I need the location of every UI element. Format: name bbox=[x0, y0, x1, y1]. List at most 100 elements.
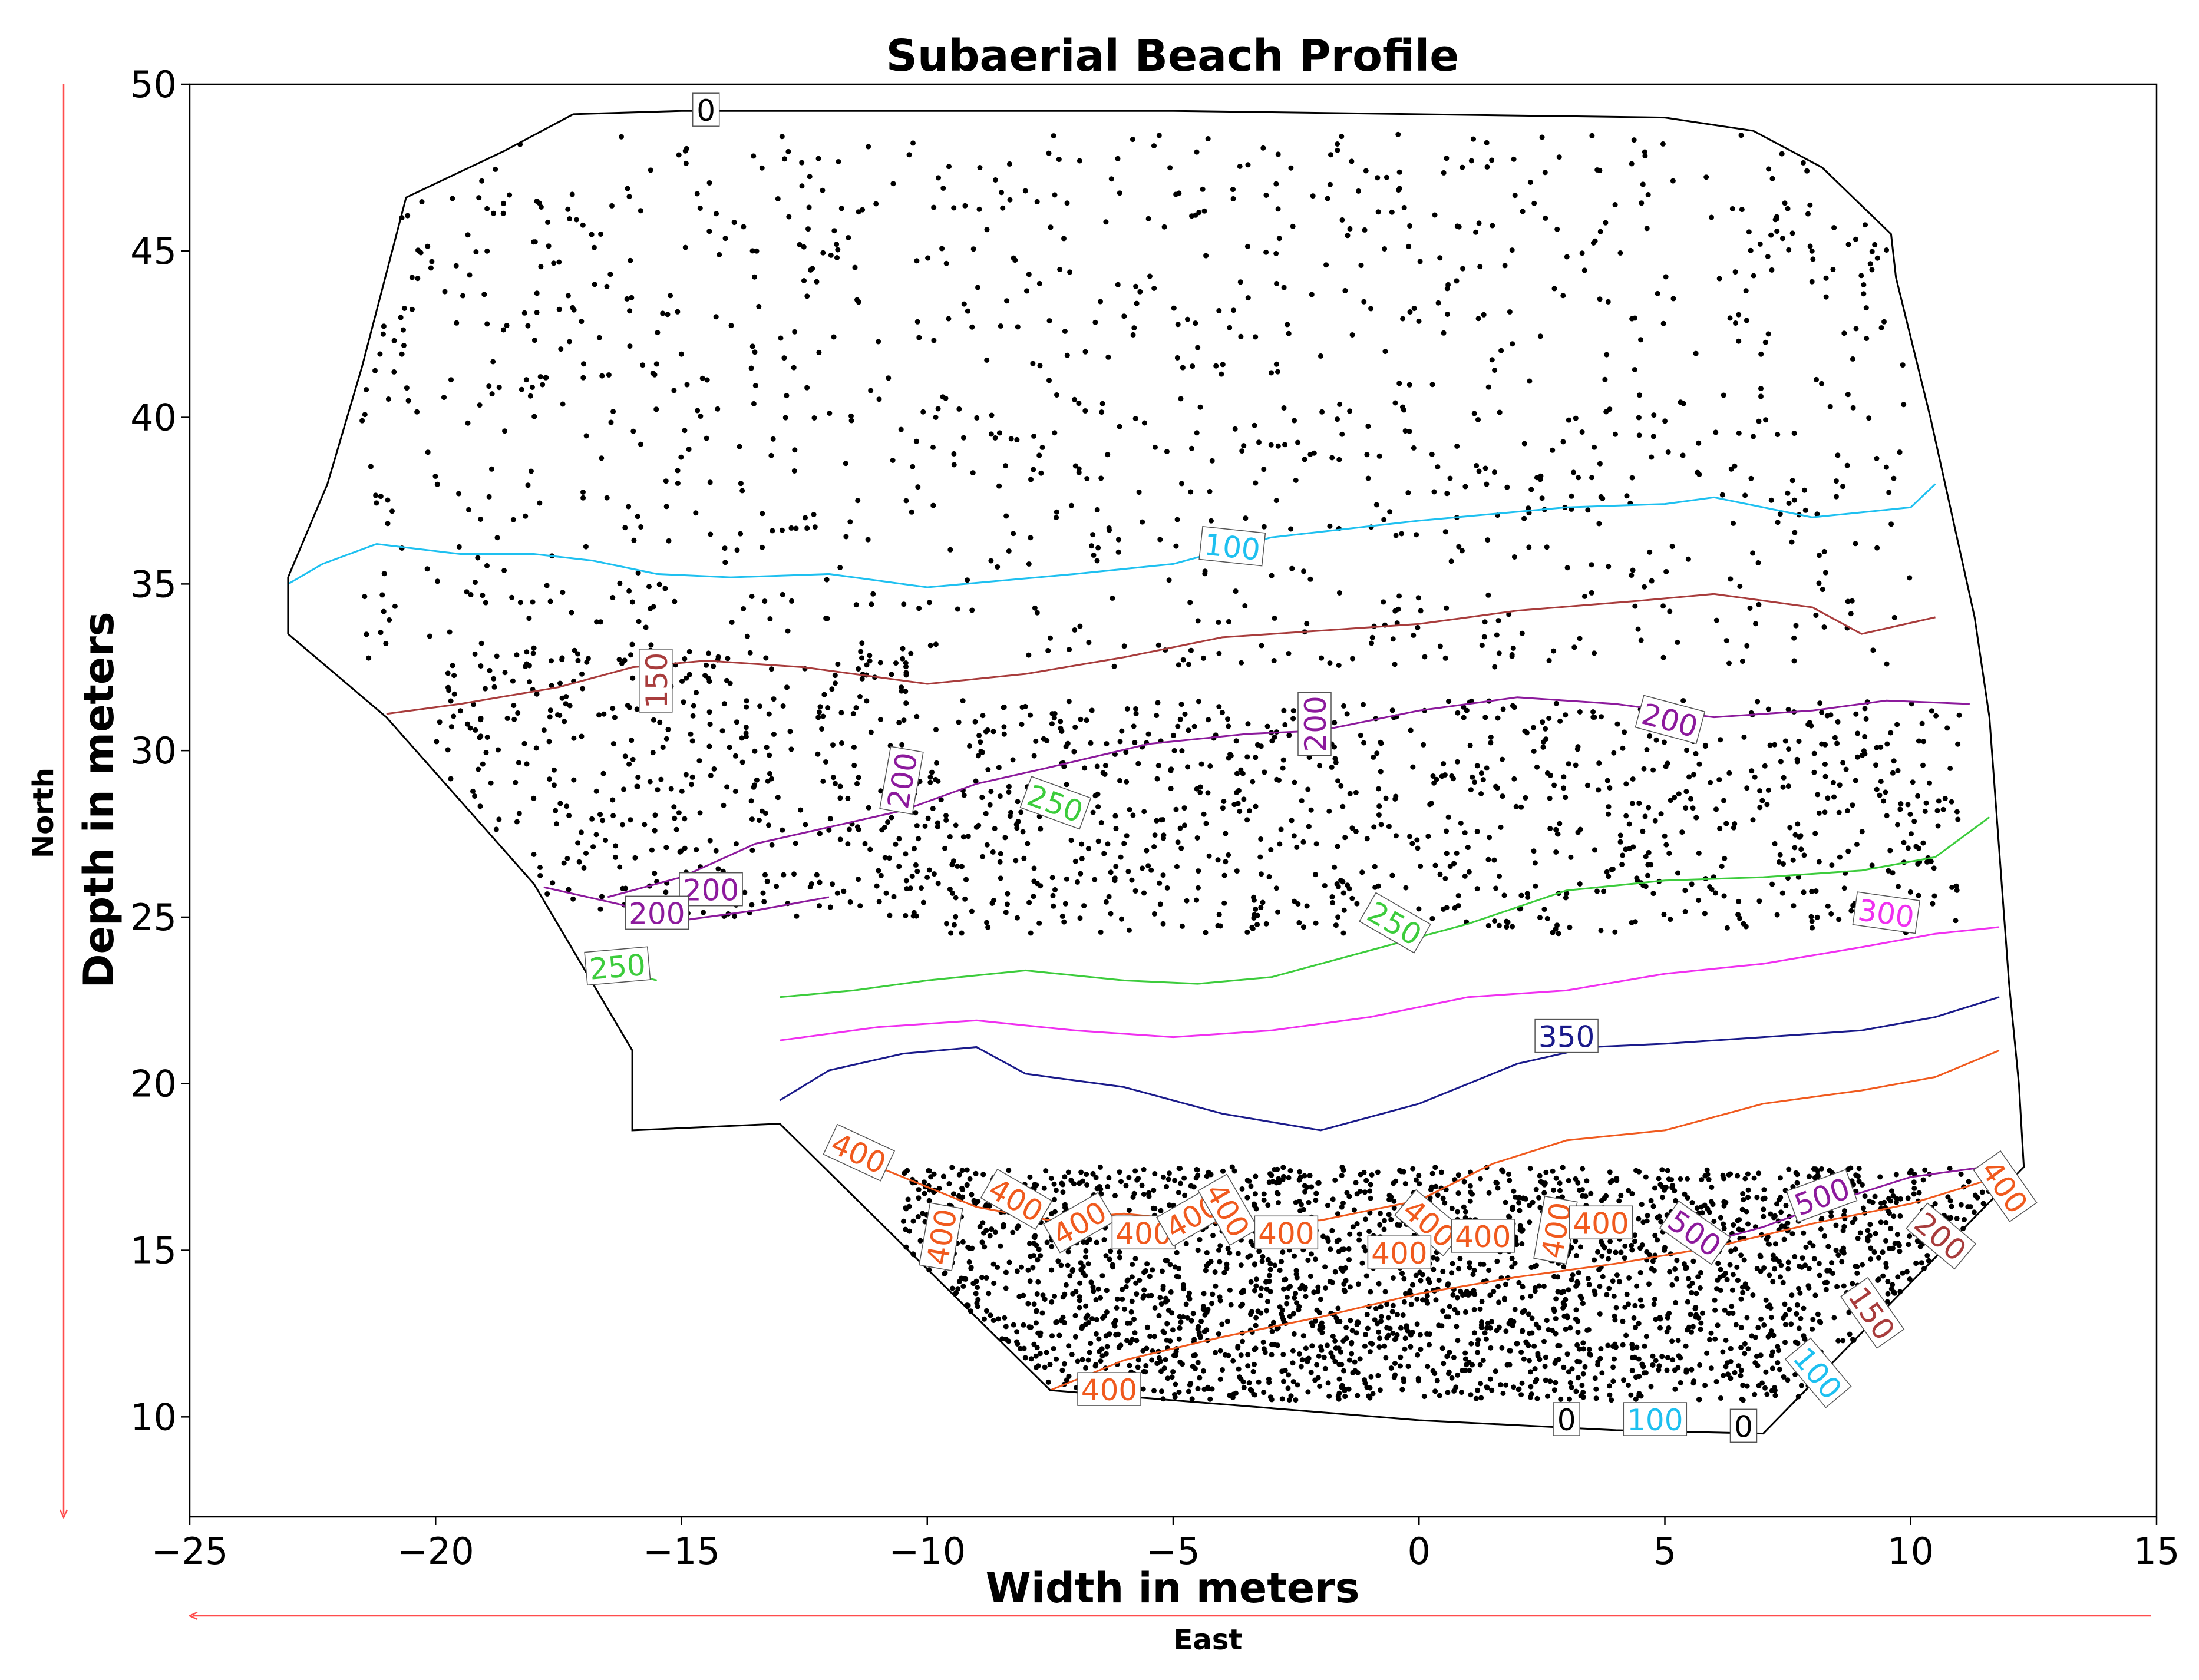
scatter-point bbox=[610, 813, 616, 819]
scatter-point bbox=[1493, 885, 1499, 891]
scatter-point bbox=[1387, 1325, 1393, 1331]
scatter-point bbox=[1059, 1367, 1065, 1373]
scatter-point bbox=[1592, 847, 1597, 853]
scatter-point bbox=[1115, 156, 1121, 161]
scatter-point bbox=[1953, 883, 1959, 889]
scatter-point bbox=[1416, 1173, 1422, 1179]
scatter-point bbox=[1164, 1184, 1169, 1189]
scatter-point bbox=[1417, 1269, 1423, 1275]
scatter-point bbox=[686, 672, 692, 677]
scatter-point bbox=[1185, 316, 1190, 322]
scatter-point bbox=[1447, 1350, 1452, 1355]
scatter-point bbox=[832, 673, 838, 679]
scatter-point bbox=[467, 272, 473, 278]
scatter-point bbox=[1811, 769, 1817, 775]
scatter-point bbox=[1466, 869, 1472, 875]
scatter-point bbox=[1129, 1298, 1135, 1304]
scatter-point bbox=[1079, 1357, 1085, 1362]
scatter-point bbox=[1306, 755, 1312, 760]
scatter-point bbox=[1336, 663, 1342, 668]
scatter-point bbox=[1661, 911, 1667, 917]
contour-label-text: 0 bbox=[696, 94, 715, 128]
scatter-point bbox=[1781, 861, 1786, 867]
scatter-point bbox=[694, 847, 699, 852]
scatter-point bbox=[1867, 261, 1873, 267]
scatter-point bbox=[1127, 807, 1132, 812]
scatter-point bbox=[480, 593, 486, 598]
scatter-point bbox=[1054, 515, 1059, 521]
scatter-point bbox=[1028, 930, 1034, 936]
scatter-point bbox=[1795, 821, 1801, 827]
scatter-point bbox=[1764, 1391, 1770, 1397]
scatter-point bbox=[580, 490, 586, 495]
scatter-point bbox=[1414, 837, 1420, 843]
scatter-point bbox=[1175, 839, 1181, 845]
scatter-point bbox=[1051, 715, 1057, 721]
scatter-point bbox=[970, 470, 976, 476]
scatter-point bbox=[1805, 211, 1811, 217]
scatter-point bbox=[1589, 562, 1594, 568]
scatter-point bbox=[488, 780, 494, 786]
scatter-point bbox=[1042, 1297, 1048, 1302]
contour-label-box bbox=[1367, 1235, 1432, 1269]
contour-label-box bbox=[919, 1202, 963, 1271]
scatter-point bbox=[1553, 1296, 1559, 1302]
scatter-point bbox=[1630, 844, 1636, 850]
scatter-point bbox=[771, 732, 777, 737]
contour-label-box bbox=[639, 649, 673, 713]
scatter-point bbox=[1330, 1334, 1336, 1339]
scatter-point bbox=[1094, 507, 1100, 512]
scatter-point bbox=[1471, 411, 1477, 416]
scatter-point bbox=[1054, 1319, 1059, 1325]
scatter-point bbox=[1880, 1273, 1886, 1279]
scatter-point bbox=[949, 1165, 955, 1170]
scatter-point bbox=[1698, 1320, 1704, 1326]
scatter-point bbox=[1678, 399, 1683, 405]
scatter-point bbox=[1442, 529, 1448, 535]
scatter-point bbox=[926, 1168, 932, 1173]
scatter-point bbox=[999, 190, 1004, 196]
scatter-point bbox=[1511, 554, 1517, 560]
scatter-point bbox=[608, 419, 614, 425]
scatter-point bbox=[1650, 891, 1656, 897]
scatter-point bbox=[1844, 808, 1850, 813]
scatter-point bbox=[1813, 613, 1819, 618]
boundary-outline bbox=[287, 110, 2025, 1435]
scatter-point bbox=[820, 187, 826, 193]
scatter-point bbox=[1194, 835, 1200, 841]
scatter-point bbox=[1876, 1255, 1881, 1261]
scatter-point bbox=[956, 1172, 962, 1178]
scatter-point bbox=[1147, 1274, 1153, 1279]
scatter-point bbox=[1151, 911, 1157, 917]
scatter-point bbox=[1758, 1254, 1764, 1259]
scatter-point bbox=[1933, 713, 1939, 719]
scatter-point bbox=[1682, 1191, 1688, 1197]
scatter-point bbox=[1411, 445, 1417, 451]
scatter-point bbox=[1286, 1372, 1292, 1378]
scatter-point bbox=[1458, 820, 1464, 826]
scatter-point bbox=[1051, 1346, 1056, 1351]
scatter-point bbox=[1861, 282, 1867, 287]
scatter-point bbox=[1082, 408, 1088, 414]
scatter-point bbox=[1339, 1204, 1345, 1210]
scatter-point bbox=[1462, 1309, 1468, 1315]
contour-label-box bbox=[1840, 1276, 1905, 1349]
scatter-point bbox=[1143, 1369, 1148, 1375]
scatter-point bbox=[1429, 916, 1435, 921]
scatter-point bbox=[1488, 740, 1494, 746]
contour-label-text: 400 bbox=[1573, 1206, 1629, 1241]
scatter-point bbox=[1561, 1289, 1566, 1295]
scatter-point bbox=[1666, 851, 1672, 856]
scatter-point bbox=[1744, 643, 1750, 649]
scatter-point bbox=[1361, 702, 1366, 707]
scatter-point bbox=[1895, 822, 1900, 828]
contour-label-box bbox=[879, 746, 924, 815]
scatter-point bbox=[1278, 826, 1284, 832]
scatter-point bbox=[974, 415, 980, 421]
scatter-point bbox=[1586, 1282, 1592, 1288]
scatter-point bbox=[1315, 1375, 1321, 1381]
scatter-point bbox=[1332, 1338, 1338, 1344]
scatter-point bbox=[694, 690, 699, 696]
scatter-point bbox=[1728, 1345, 1734, 1351]
scatter-point bbox=[1042, 1364, 1048, 1370]
